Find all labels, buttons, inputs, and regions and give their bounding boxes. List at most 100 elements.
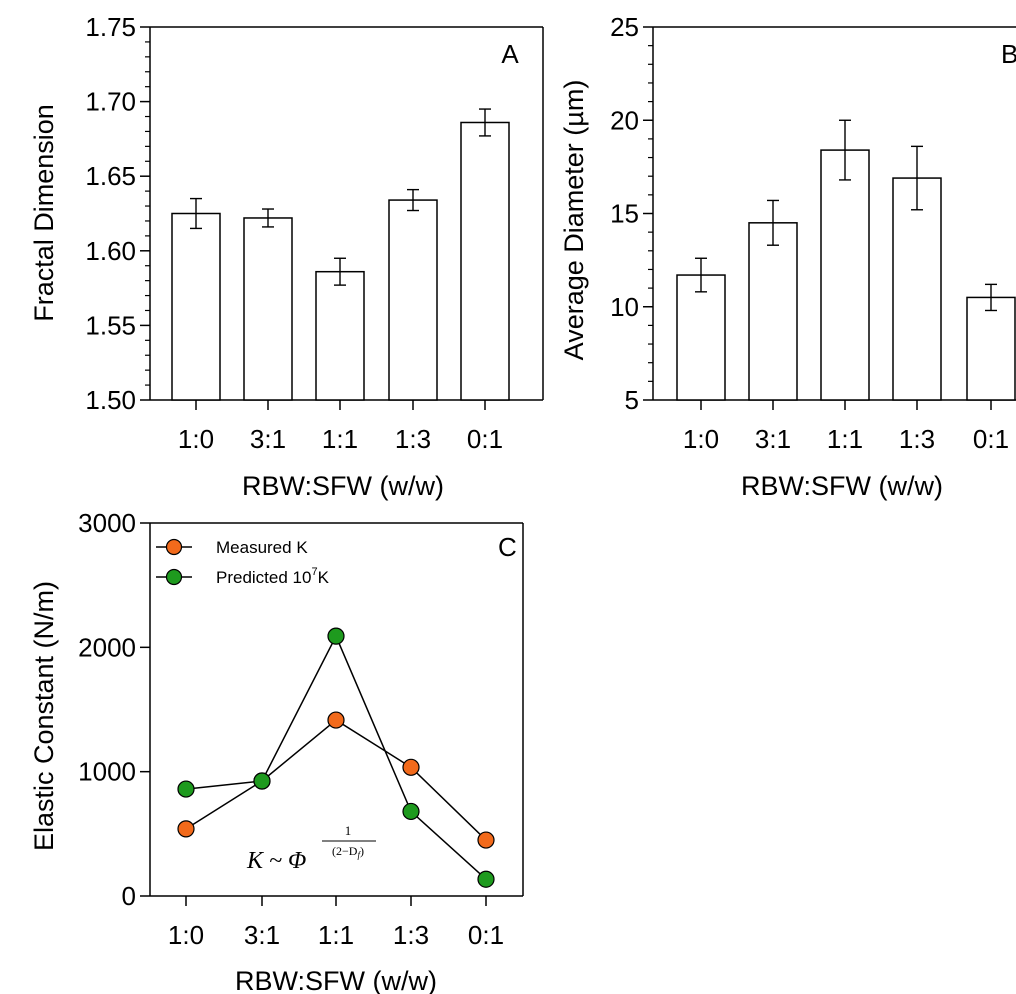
- x-tick-label-a: 1:1: [322, 424, 358, 454]
- x-tick-label-b: 1:3: [899, 424, 935, 454]
- legend-label-predicted: Predicted 107K: [216, 566, 330, 587]
- x-tick-label-a: 0:1: [467, 424, 503, 454]
- legend-label-predicted-exponent: 7: [311, 566, 317, 578]
- y-axis-ticks-a: 1.50 1.55 1.60 1.65 1.70 1.75: [85, 12, 150, 415]
- y-axis-title-b: Average Diameter (µm): [559, 80, 589, 361]
- series-line-1: [185, 634, 487, 880]
- bar-b: [748, 222, 798, 401]
- y-tick-label-a: 1.50: [85, 385, 136, 415]
- legend-label-predicted-main: Predicted 10: [216, 568, 311, 587]
- series-point-1: [402, 802, 420, 821]
- formula-lhs: K ~ Φ: [246, 848, 306, 874]
- error-bars-a: [190, 108, 491, 286]
- error-bar-a: [262, 208, 274, 228]
- series-point-0: [327, 711, 345, 729]
- bar-b: [820, 149, 870, 401]
- y-tick-label-b: 25: [610, 12, 639, 42]
- x-axis-ticks-a: 1:0 3:1 1:1 1:3 0:1: [178, 400, 503, 454]
- bar-a: [460, 121, 510, 401]
- y-tick-label-a: 1.55: [85, 310, 136, 340]
- error-bar-b: [911, 145, 923, 211]
- x-tick-label-b: 1:1: [827, 424, 863, 454]
- legend-c: Measured K Predicted 107K: [156, 538, 330, 587]
- bar-a: [243, 217, 293, 401]
- y-tick-label-c: 0: [122, 881, 136, 911]
- series-point-1: [477, 870, 495, 888]
- x-tick-label-b: 3:1: [755, 424, 791, 454]
- bar-b: [966, 296, 1016, 401]
- y-tick-label-b: 5: [625, 385, 639, 415]
- legend-item-measured: Measured K: [156, 538, 308, 557]
- y-axis-ticks-c: 0 1000 2000 3000: [78, 508, 150, 911]
- bar-b: [676, 274, 726, 401]
- x-tick-label-c: 3:1: [244, 920, 280, 950]
- y-tick-label-a: 1.60: [85, 236, 136, 266]
- panel-label-a: A: [501, 39, 519, 69]
- x-tick-label-a: 1:3: [395, 424, 431, 454]
- y-tick-label-a: 1.75: [85, 12, 136, 42]
- series-point-1: [327, 627, 345, 645]
- x-axis-title-c: RBW:SFW (w/w): [235, 966, 437, 994]
- panel-label-b: B: [1001, 39, 1016, 69]
- x-tick-label-a: 3:1: [250, 424, 286, 454]
- legend-item-predicted: Predicted 107K: [156, 566, 330, 587]
- formula-den-a: (2−D: [332, 844, 358, 858]
- y-tick-label-b: 15: [610, 199, 639, 229]
- y-tick-label-a: 1.70: [85, 87, 136, 117]
- x-axis-title-b: RBW:SFW (w/w): [741, 471, 943, 501]
- x-axis-ticks-b: 1:0 3:1 1:1 1:3 0:1: [683, 400, 1009, 454]
- error-bar-a: [334, 257, 346, 286]
- panel-a: 1.50 1.55 1.60 1.65 1.70 1.75 1:0 3:1 1:1 1:3 0:1…: [29, 12, 544, 501]
- legend-marker-measured: [165, 538, 183, 556]
- error-bar-a: [479, 108, 491, 137]
- bar-a: [171, 212, 221, 401]
- x-tick-label-b: 0:1: [973, 424, 1009, 454]
- x-tick-label-c: 1:3: [393, 920, 429, 950]
- series-c: [177, 627, 495, 888]
- legend-marker-predicted: [165, 568, 183, 586]
- panel-b: 5 10 15 20 25 1:0 3:1 1:1 1:3 0:1 B RBW:SFW (w/w…: [559, 12, 1016, 501]
- x-tick-label-c: 1:1: [318, 920, 354, 950]
- y-tick-label-c: 3000: [78, 508, 136, 538]
- y-tick-label-a: 1.65: [85, 161, 136, 191]
- formula-exponent-denominator: (2−Df): [332, 844, 364, 860]
- x-axis-ticks-c: 1:0 3:1 1:1 1:3 0:1: [168, 896, 504, 950]
- y-axis-title-a: Fractal Dimension: [29, 104, 59, 322]
- error-bar-b: [767, 199, 779, 246]
- bars-b: [676, 149, 1016, 401]
- y-axis-ticks-b: 5 10 15 20 25: [610, 12, 653, 415]
- series-point-0: [402, 758, 420, 776]
- formula-den-sub: f: [357, 850, 361, 860]
- series-point-0: [477, 831, 495, 849]
- bar-b: [892, 177, 942, 401]
- bar-a: [315, 270, 365, 401]
- series-point-0: [177, 820, 195, 838]
- x-tick-label-c: 1:0: [168, 920, 204, 950]
- y-tick-label-c: 2000: [78, 632, 136, 662]
- series-point-1: [253, 772, 271, 790]
- error-bar-b: [985, 283, 997, 312]
- error-bar-b: [695, 257, 707, 293]
- series-line-0: [185, 719, 487, 841]
- x-axis-title-a: RBW:SFW (w/w): [242, 471, 444, 501]
- series-point-1: [177, 780, 195, 798]
- x-tick-label-a: 1:0: [178, 424, 214, 454]
- formula-annotation: K ~ Φ 1 (2−Df): [246, 823, 376, 874]
- x-tick-label-c: 0:1: [468, 920, 504, 950]
- plot-area-c: [149, 522, 524, 897]
- y-tick-label-c: 1000: [78, 757, 136, 787]
- panel-c: 0 1000 2000 3000 1:0 3:1 1:1 1:3 0:1 C RBW:SFW …: [29, 508, 524, 994]
- error-bar-a: [407, 188, 419, 212]
- error-bar-b: [839, 119, 851, 181]
- y-tick-label-b: 20: [610, 105, 639, 135]
- panel-label-c: C: [498, 532, 517, 562]
- legend-label-measured: Measured K: [216, 538, 308, 557]
- formula-exponent-numerator: 1: [345, 823, 352, 838]
- formula-den-b: ): [360, 844, 364, 858]
- x-tick-label-b: 1:0: [683, 424, 719, 454]
- y-tick-label-b: 10: [610, 292, 639, 322]
- error-bar-a: [190, 197, 202, 230]
- legend-label-predicted-tail: K: [318, 568, 330, 587]
- bar-a: [388, 199, 438, 401]
